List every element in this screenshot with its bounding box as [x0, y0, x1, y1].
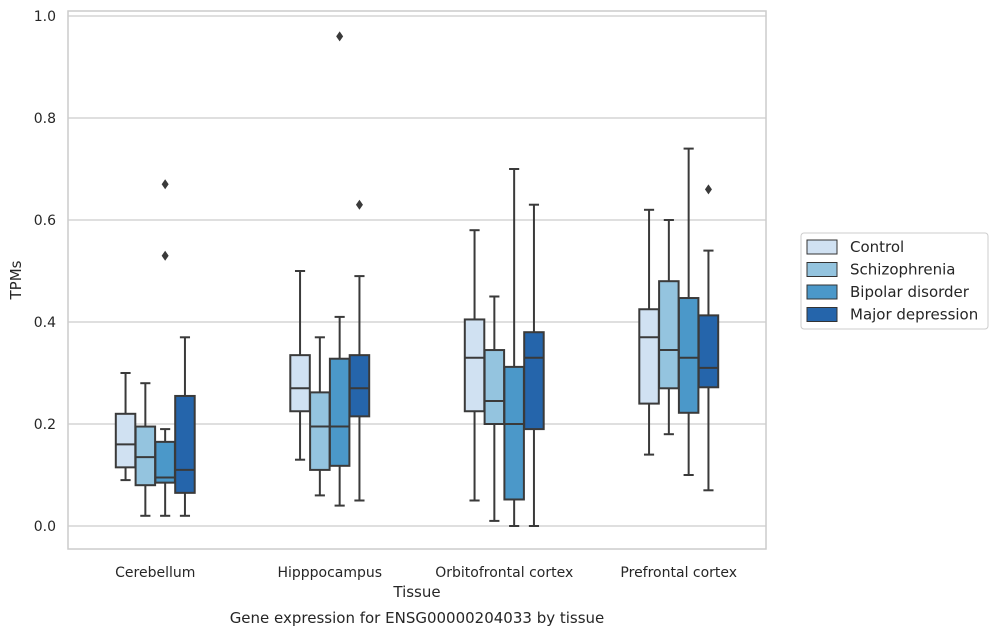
y-tick-label: 0.6 [34, 213, 56, 229]
x-tick-label: Orbitofrontal cortex [435, 565, 573, 581]
iqr-box [114, 412, 137, 469]
iqr-box [328, 357, 351, 467]
box-major-depression [523, 203, 545, 527]
y-tick-labels: 0.0 0.2 0.4 0.6 0.8 1.0 [34, 9, 56, 535]
box-schizophrenia [134, 382, 157, 517]
box-major-depression [697, 184, 720, 492]
iqr-box [697, 314, 720, 389]
y-tick-label: 0.4 [34, 315, 56, 331]
outlier-marker [704, 184, 712, 195]
y-tick-label: 0.2 [34, 417, 56, 433]
box-major-depression [174, 336, 196, 517]
box-control [289, 270, 311, 461]
legend-label: Major depression [850, 306, 978, 324]
outlier-marker [355, 199, 363, 210]
outlier-marker [161, 179, 169, 190]
iqr-box [289, 354, 311, 413]
box-schizophrenia [309, 336, 331, 497]
legend-frame [800, 232, 989, 330]
legend-swatch [806, 262, 838, 277]
iqr-box [638, 308, 660, 405]
iqr-box [503, 365, 525, 501]
y-tick-label: 0.0 [34, 519, 56, 535]
legend-swatch [806, 284, 838, 300]
plot-frame [67, 10, 767, 550]
x-tick-label: Hipppocampus [277, 565, 382, 581]
iqr-box [174, 394, 196, 494]
iqr-box [348, 354, 371, 418]
iqr-box [523, 331, 545, 431]
legend-label: Control [850, 238, 904, 256]
box-major-depression [348, 199, 371, 502]
x-tick-label: Cerebellum [115, 565, 195, 581]
chart-caption: Gene expression for ENSG00000204033 by t… [230, 609, 605, 627]
box-series [114, 31, 720, 527]
legend-swatch [806, 239, 838, 255]
x-tick-label: Prefrontal cortex [620, 565, 737, 581]
box-bipolar-disorder [503, 168, 525, 527]
y-axis-title: TPMs [7, 260, 25, 300]
iqr-box [483, 349, 506, 425]
iqr-box [658, 280, 680, 390]
legend-label: Schizophrenia [850, 261, 955, 279]
iqr-box [677, 297, 700, 414]
outlier-marker [161, 250, 169, 261]
iqr-box [154, 440, 176, 484]
box-control [114, 372, 137, 482]
iqr-box [134, 425, 157, 487]
x-tick-labels: Cerebellum Hipppocampus Orbitofrontal cort… [115, 565, 737, 581]
y-tick-label: 0.8 [34, 111, 56, 127]
x-axis-title: Tissue [392, 583, 440, 601]
legend-label: Bipolar disorder [850, 283, 970, 301]
outlier-marker [336, 31, 344, 42]
box-bipolar-disorder [677, 147, 700, 476]
legend-swatch [806, 307, 838, 322]
legend: Control Schizophrenia Bipolar disorder Majo… [800, 232, 989, 330]
iqr-box [463, 318, 486, 413]
iqr-box [309, 391, 331, 471]
y-tick-label: 1.0 [34, 9, 56, 25]
box-control [463, 229, 486, 502]
